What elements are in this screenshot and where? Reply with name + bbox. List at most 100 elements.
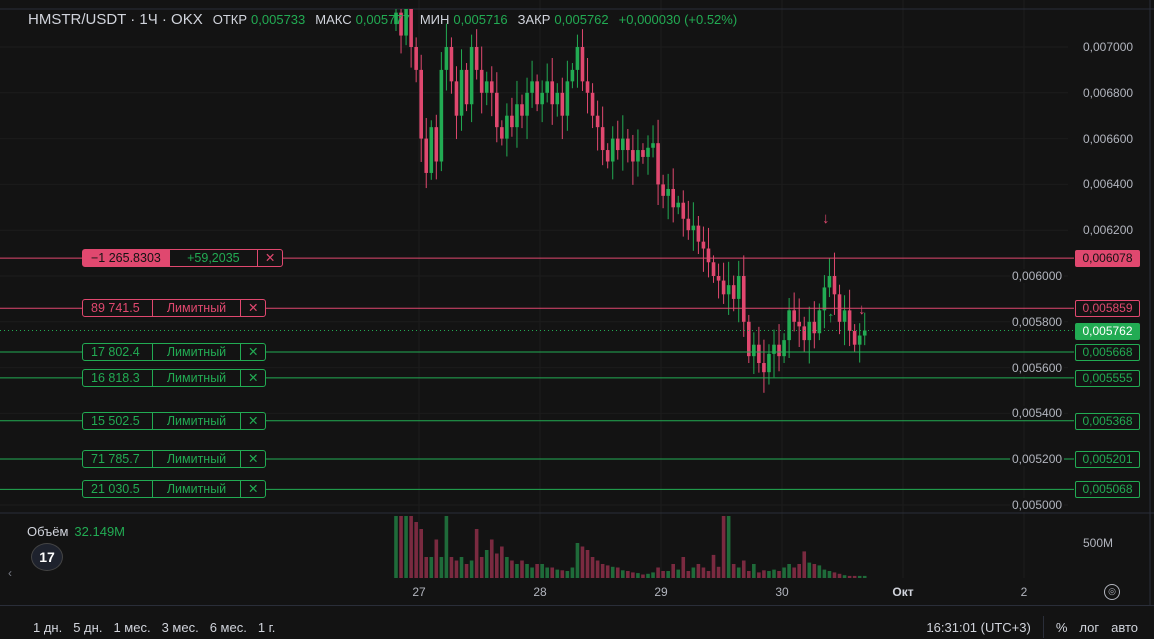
order-price-label: 0,005068 xyxy=(1075,481,1140,499)
candle-body xyxy=(661,184,665,196)
limit-order-label[interactable]: 21 030.5 Лимитный ✕ xyxy=(82,480,267,499)
high-value: 0,005777 xyxy=(355,12,410,27)
price-axis-label: 0,005600 xyxy=(1010,360,1065,375)
cancel-order-button[interactable]: ✕ xyxy=(248,451,259,466)
candle-body xyxy=(505,115,509,139)
limit-order-label[interactable]: 17 802.4 Лимитный ✕ xyxy=(82,343,267,362)
candle-body xyxy=(686,218,691,231)
candle-body xyxy=(646,147,650,157)
volume-bar xyxy=(716,566,721,578)
volume-bar xyxy=(661,571,665,578)
limit-order-label[interactable]: 15 502.5 Лимитный ✕ xyxy=(82,411,267,430)
collapse-chevron-icon[interactable]: ‹ xyxy=(8,566,12,580)
range-button[interactable]: 1 дн. xyxy=(33,620,63,635)
close-position-button[interactable]: ✕ xyxy=(264,251,276,266)
range-button[interactable]: 5 дн. xyxy=(73,620,103,635)
candle-body xyxy=(832,276,837,295)
volume-bar xyxy=(489,539,494,578)
auto-toggle[interactable]: авто xyxy=(1111,620,1138,635)
volume-bar xyxy=(449,557,454,578)
volume-bar xyxy=(555,569,560,578)
cancel-order-button[interactable]: ✕ xyxy=(248,482,259,497)
volume-bar xyxy=(495,553,499,578)
log-toggle[interactable]: лог xyxy=(1079,620,1100,635)
candle-body xyxy=(550,81,555,105)
cancel-order-button[interactable]: ✕ xyxy=(248,301,259,316)
candle-body xyxy=(752,344,756,357)
candle-body xyxy=(484,81,489,93)
range-button[interactable]: 6 мес. xyxy=(209,620,247,635)
candle-body xyxy=(696,225,701,242)
position-label[interactable]: −1 265.8303 +59,2035 ✕ xyxy=(82,249,284,268)
sell-arrow-icon: ↓ xyxy=(822,210,830,227)
candle-body xyxy=(409,9,413,47)
candle-body xyxy=(706,248,711,263)
volume-bar xyxy=(550,567,555,578)
tradingview-logo[interactable]: 17 xyxy=(31,543,63,571)
position-pnl: +59,2035 xyxy=(170,250,258,267)
limit-order-label[interactable]: 89 741.5 Лимитный ✕ xyxy=(82,299,267,318)
volume-bar xyxy=(565,571,570,578)
candle-body xyxy=(681,202,686,219)
range-button[interactable]: 1 г. xyxy=(257,620,276,635)
volume-bar xyxy=(731,564,736,578)
candle-body xyxy=(545,81,549,93)
volume-bar xyxy=(631,572,635,578)
cancel-order-button[interactable]: ✕ xyxy=(248,413,259,428)
order-price-label: 0,005668 xyxy=(1075,344,1140,362)
candle-body xyxy=(731,285,736,299)
position-price-label: 0,006078 xyxy=(1075,250,1140,268)
limit-order-label[interactable]: 16 818.3 Лимитный ✕ xyxy=(82,368,267,387)
range-button[interactable]: 1 мес. xyxy=(113,620,151,635)
order-qty: 15 502.5 xyxy=(83,412,153,429)
candle-body xyxy=(459,69,464,116)
candle-body xyxy=(500,127,504,139)
volume-bar xyxy=(807,562,812,578)
candle-body xyxy=(600,127,605,151)
candle-body xyxy=(762,363,766,373)
divider xyxy=(1042,616,1044,638)
volume-bar xyxy=(767,571,771,578)
candle-body xyxy=(394,12,398,25)
cancel-order-button[interactable]: ✕ xyxy=(248,370,259,385)
order-qty: 71 785.7 xyxy=(83,450,153,467)
volume-bar xyxy=(414,522,418,578)
volume-bar xyxy=(621,570,625,578)
symbol-title[interactable]: HMSTR/USDT · 1Ч · OKX xyxy=(28,11,203,28)
cancel-order-button[interactable]: ✕ xyxy=(248,345,259,360)
candle-body xyxy=(469,47,474,105)
candle-body xyxy=(757,344,761,364)
volume-bar xyxy=(651,572,655,578)
volume-bar xyxy=(520,560,524,578)
candle-body xyxy=(777,344,781,357)
clock-timezone[interactable]: 16:31:01 (UTC+3) xyxy=(926,620,1031,635)
price-axis-label: 0,005400 xyxy=(1010,406,1065,421)
volume-bar xyxy=(802,551,807,578)
volume-bar xyxy=(590,557,595,578)
candle-body xyxy=(520,104,524,116)
settings-gear-icon[interactable]: ◎ xyxy=(1104,584,1120,600)
volume-bar xyxy=(434,539,439,578)
candle-body xyxy=(726,285,731,295)
order-type: Лимитный xyxy=(153,369,241,386)
limit-order-label[interactable]: 71 785.7 Лимитный ✕ xyxy=(82,449,267,468)
price-axis-label: 0,006600 xyxy=(1083,131,1134,146)
candle-body xyxy=(852,330,857,345)
candle-body xyxy=(636,150,640,162)
percent-toggle[interactable]: % xyxy=(1055,620,1068,635)
symbol-legend: HMSTR/USDT · 1Ч · OKX ОТКР 0,005733 МАКС 0… xyxy=(28,11,737,28)
volume-bar xyxy=(394,516,398,578)
volume-bar xyxy=(847,575,852,578)
order-type: Лимитный xyxy=(153,300,241,317)
volume-bar xyxy=(626,571,630,578)
candle-body xyxy=(817,310,822,334)
volume-bar xyxy=(726,516,731,578)
candle-body xyxy=(736,276,741,299)
volume-value: 32.149M xyxy=(74,524,126,539)
range-button[interactable]: 3 мес. xyxy=(161,620,199,635)
volume-bar xyxy=(676,569,681,578)
candle-body xyxy=(767,353,771,373)
volume-bar xyxy=(747,571,751,578)
candle-body xyxy=(474,47,479,70)
